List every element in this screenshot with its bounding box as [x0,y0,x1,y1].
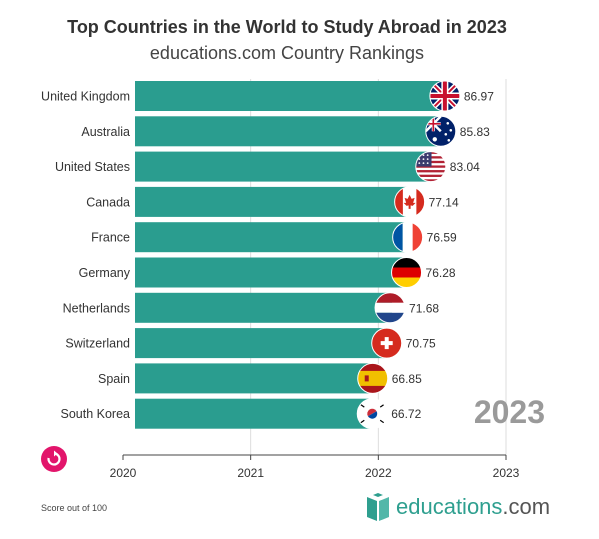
usa-flag-icon [415,151,447,183]
value-label: 71.68 [409,301,439,315]
spain-flag-icon [357,362,389,394]
value-label: 76.59 [427,231,457,245]
educations-logo: educations.com [366,490,566,524]
category-label: Switzerland [65,337,130,351]
bar [135,398,375,429]
replay-icon [47,450,61,466]
book-logo-icon [367,493,389,521]
south-korea-flag-icon [356,398,388,430]
uk-flag-icon [429,80,461,112]
australia-flag-icon [425,115,457,147]
bar [135,81,447,111]
year-label: 2023 [474,394,545,430]
bar [135,116,443,147]
timeline-tick-label: 2023 [493,466,520,480]
value-label: 70.75 [406,337,436,351]
category-label: South Korea [61,407,131,421]
value-label: 66.72 [391,407,421,421]
value-label: 86.97 [464,90,494,104]
bar-row: United States 83.04 [55,151,480,183]
logo-text: educations.com [396,494,550,520]
category-label: Canada [86,195,130,209]
bar-row: Switzerland 70.75 [65,327,436,359]
bar-row: France 76.59 [91,221,457,253]
bar [135,257,409,288]
category-label: United States [55,160,130,174]
switzerland-flag-icon [371,327,403,359]
category-label: Germany [79,266,131,280]
bar-row: Australia 85.83 [81,115,490,147]
value-label: 83.04 [450,160,480,174]
value-label: 77.14 [429,195,459,209]
bar [135,363,375,394]
bar-row: Netherlands 71.68 [63,292,439,324]
value-label: 76.28 [426,266,456,280]
netherlands-flag-icon [374,292,406,324]
timeline-tick-label: 2020 [110,466,137,480]
bar [135,186,412,217]
bar-row: South Korea 66.72 [61,398,422,430]
bar-row: United Kingdom 86.97 [41,80,494,112]
bar-row: Germany 76.28 [79,257,456,288]
france-flag-icon [392,221,424,253]
timeline-tick-label: 2021 [237,466,264,480]
logo-name: educations [396,494,503,519]
value-label: 66.85 [392,372,422,386]
bar-row: Spain 66.85 [98,362,422,394]
logo-suffix: .com [502,494,551,519]
chart-title: Top Countries in the World to Study Abro… [67,17,507,37]
category-label: France [91,231,130,245]
score-caption: Score out of 100 [41,503,108,513]
bar [135,292,393,323]
category-label: Australia [81,125,130,139]
value-label: 85.83 [460,125,490,139]
bar [135,328,389,359]
replay-button[interactable] [41,446,67,472]
chart-subtitle: educations.com Country Rankings [149,43,425,63]
category-label: Spain [98,372,130,386]
bar-row: Canada 77.14 [86,186,459,218]
bar [135,222,410,253]
timeline-tick-label: 2022 [365,466,392,480]
bar [135,151,433,182]
canada-flag-icon [394,186,426,218]
category-label: Netherlands [63,301,130,315]
germany-flag-icon [391,257,423,288]
category-label: United Kingdom [41,90,130,104]
